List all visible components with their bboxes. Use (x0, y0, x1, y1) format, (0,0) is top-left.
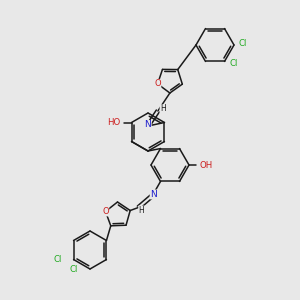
Text: Cl: Cl (70, 265, 78, 274)
Text: N: N (150, 190, 157, 199)
Text: O: O (102, 207, 109, 216)
Text: H: H (139, 206, 144, 215)
Text: HO: HO (107, 118, 121, 127)
Text: Cl: Cl (229, 59, 238, 68)
Text: H: H (160, 104, 166, 113)
Text: O: O (154, 80, 161, 88)
Text: Cl: Cl (53, 255, 61, 264)
Text: N: N (145, 121, 151, 130)
Text: OH: OH (200, 160, 213, 169)
Text: Cl: Cl (239, 38, 247, 47)
